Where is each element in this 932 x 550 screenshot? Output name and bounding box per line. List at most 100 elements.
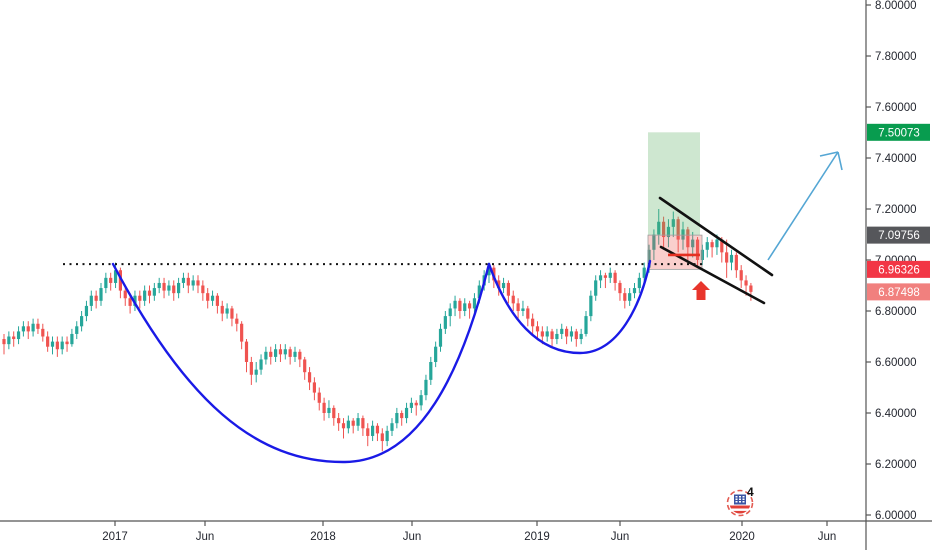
projection-arrowhead [837, 151, 843, 171]
price-label-text: 6.87498 [878, 287, 920, 299]
candle-body [729, 254, 734, 263]
candle-body [31, 323, 35, 332]
candle-body [332, 407, 336, 419]
candle-body [637, 277, 641, 289]
candle-body [555, 333, 559, 340]
candle-body [327, 407, 331, 413]
candle-body [390, 423, 394, 431]
candle-body [434, 346, 438, 362]
candle-body [26, 326, 30, 332]
candle-body [109, 277, 113, 283]
candle-body [458, 300, 462, 311]
candle-body [341, 423, 346, 429]
price-label-text: 7.50073 [878, 127, 920, 139]
candle-body [21, 326, 25, 332]
x-axis-tick-label: Jun [611, 531, 630, 543]
candle-body [230, 308, 234, 319]
candle-body [375, 425, 380, 434]
candle-body [608, 272, 612, 278]
candle-body [361, 418, 365, 429]
candle-body [167, 285, 171, 291]
candle-body [477, 285, 481, 299]
candle-body [516, 303, 520, 311]
candle-body [521, 308, 525, 311]
candle-body [186, 277, 190, 286]
candle-body [463, 303, 467, 311]
y-axis-tick-label: 6.60000 [875, 357, 917, 369]
candle-body [414, 402, 418, 406]
candle-body [278, 349, 283, 355]
candle-body [497, 280, 501, 289]
candle-body [526, 308, 530, 319]
price-label-chip [867, 226, 930, 244]
candle-body [283, 349, 287, 355]
candle-body [351, 420, 355, 426]
candle-body [594, 280, 598, 296]
projection-arrowhead [819, 151, 839, 157]
candle-body [346, 420, 350, 429]
y-axis-tick-label: 7.60000 [875, 102, 917, 114]
candle-body [385, 430, 389, 442]
candle-body [2, 339, 6, 345]
candle-body [123, 290, 127, 299]
candle-body [356, 418, 360, 426]
cup2-curve [487, 259, 652, 355]
candle-body [36, 323, 40, 329]
candle-body [46, 336, 50, 347]
candle-body [235, 318, 239, 324]
candle-body [50, 341, 55, 347]
candle-body [298, 351, 302, 360]
candle-body [312, 382, 316, 393]
candle-body [419, 395, 423, 406]
candle-body [695, 239, 700, 260]
candle-body [113, 270, 118, 283]
candle-body [84, 305, 89, 317]
candle-body [89, 295, 93, 306]
x-axis-tick-label: 2018 [310, 531, 336, 543]
candle-body [99, 288, 103, 301]
candle-body [565, 328, 569, 337]
candle-body [225, 308, 229, 314]
candle-body [535, 326, 540, 332]
candle-body [7, 336, 11, 345]
y-axis-tick-label: 7.20000 [875, 204, 917, 216]
candle-body [322, 402, 326, 413]
candle-body [700, 249, 704, 260]
candle-body [468, 303, 472, 309]
candle-body [269, 351, 273, 357]
bank-logo-icon [726, 489, 754, 517]
candle-body [55, 341, 59, 350]
candle-body [157, 282, 161, 289]
candle-body [60, 341, 64, 350]
candle-body [734, 254, 738, 271]
price-label-chip [867, 283, 930, 301]
publisher-logo[interactable]: 4 [725, 485, 761, 521]
candle-body [506, 282, 510, 296]
wedge-lower-line [659, 245, 766, 305]
candle-body [104, 277, 108, 289]
x-axis-tick-label: 2020 [729, 531, 755, 543]
candle-body [41, 328, 45, 337]
candle-body [201, 285, 205, 294]
candle-body [147, 290, 152, 296]
candle-body [652, 234, 656, 250]
price-label-chip [867, 260, 930, 278]
x-axis-tick-label: 2017 [102, 531, 128, 543]
candle-body [177, 282, 181, 294]
candle-body [671, 219, 675, 227]
price-label-text: 6.96326 [878, 264, 920, 276]
candle-body [511, 295, 515, 304]
x-axis-tick-label: Jun [196, 531, 215, 543]
candle-body [288, 349, 292, 357]
candle-body [65, 341, 69, 345]
candle-body [274, 349, 278, 357]
candle-body [681, 229, 685, 240]
candle-body [409, 402, 413, 408]
candle-body [400, 413, 404, 419]
candle-body [143, 290, 147, 301]
candle-body [152, 288, 156, 296]
candle-body [657, 221, 661, 235]
candle-body [628, 293, 632, 301]
